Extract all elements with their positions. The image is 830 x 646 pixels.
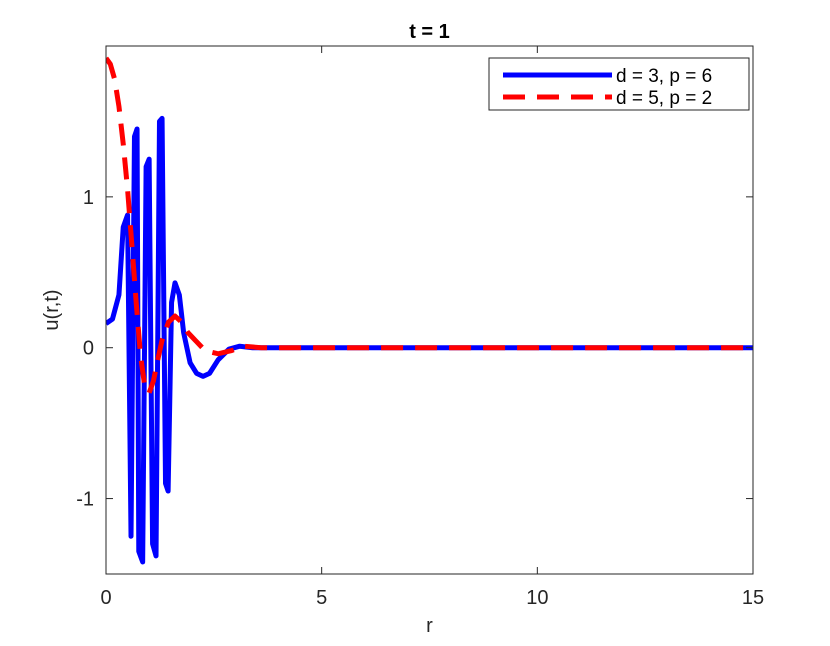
x-tick-label: 10 <box>526 587 548 609</box>
legend-label-1: d = 5, p = 2 <box>616 88 712 109</box>
plot-background <box>106 46 753 574</box>
y-tick-label: -1 <box>76 489 94 511</box>
plot-frame <box>105 45 754 575</box>
legend: d = 3, p = 6 d = 5, p = 2 <box>488 57 750 111</box>
x-tick-label: 5 <box>316 587 327 609</box>
y-tick-label: 1 <box>83 187 94 209</box>
chart-title: t = 1 <box>409 21 450 43</box>
series-line-1 <box>106 56 753 396</box>
legend-box <box>488 57 750 111</box>
y-tick-label: 0 <box>83 338 94 360</box>
legend-label-0: d = 3, p = 6 <box>616 66 712 87</box>
y-axis-label: u(r,t) <box>41 289 63 330</box>
x-tick-label: 0 <box>100 587 111 609</box>
x-tick-label: 15 <box>742 587 764 609</box>
x-axis-label: r <box>426 615 433 637</box>
